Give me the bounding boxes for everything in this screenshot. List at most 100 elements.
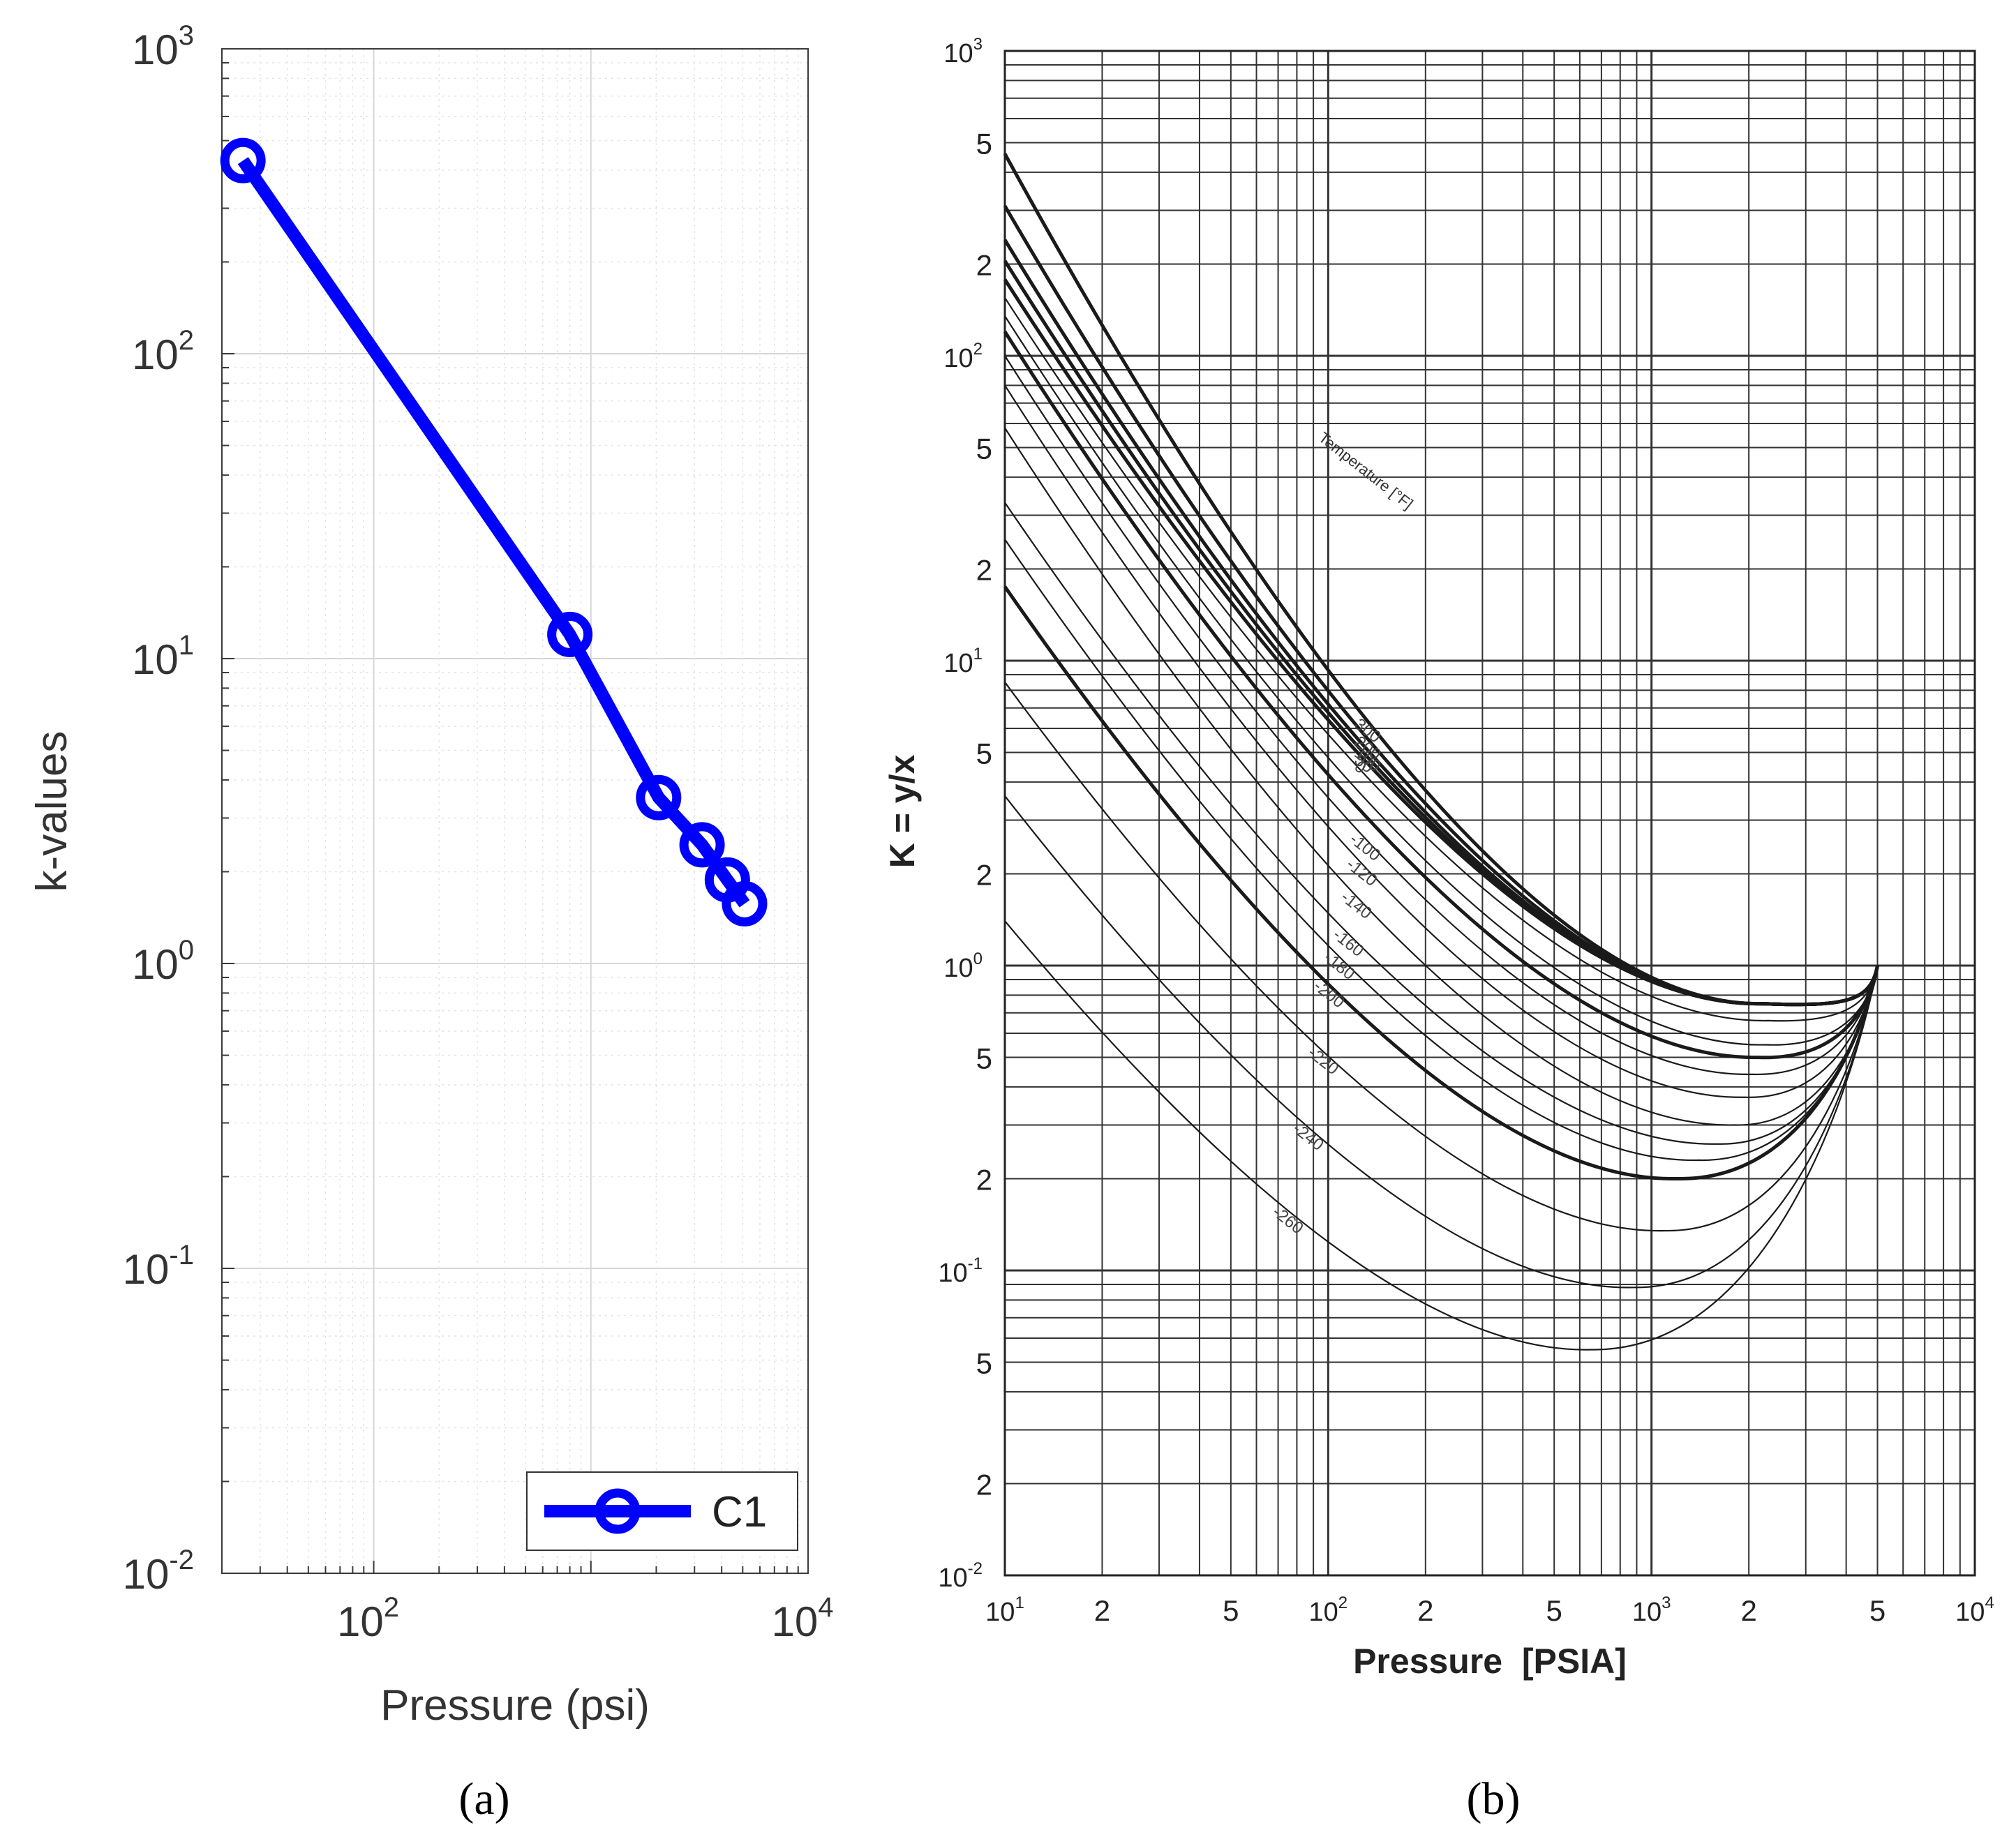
x-tick-label: 101	[985, 1593, 1024, 1627]
caption-b-text: (b)	[1467, 1773, 1521, 1824]
y-tick-text: 10	[938, 1259, 967, 1288]
y-tick-exp: 3	[179, 20, 194, 51]
y-tick-text: 5	[976, 1347, 992, 1380]
caption-a: (a)	[458, 1773, 509, 1824]
y-tick-text: 5	[976, 1042, 992, 1075]
data-point-c1	[547, 611, 593, 657]
caption-b: (b)	[1467, 1773, 1521, 1824]
x-tick-text: 2	[1740, 1594, 1756, 1627]
y-tick-text: 10	[943, 39, 973, 68]
y-tick-exp: 0	[973, 950, 983, 968]
y-tick-label: 10-2	[938, 1559, 983, 1593]
y-tick-text: 2	[976, 1163, 992, 1196]
temperature-curve	[1003, 331, 1879, 1060]
x-tick-base: 10	[337, 1598, 384, 1645]
x-tick-exp: 3	[1662, 1593, 1671, 1612]
x-tick-label: 102	[337, 1592, 399, 1645]
y-tick-label: 103	[132, 20, 194, 73]
x-tick-base: 10	[772, 1598, 819, 1645]
data-point-c1	[722, 880, 768, 927]
curve-label: -140	[1337, 887, 1375, 923]
temperature-curve	[1004, 682, 1879, 1232]
y-tick-label: 10-1	[123, 1240, 194, 1293]
temperature-curve	[1003, 585, 1879, 1180]
y-tick-text: 10	[938, 1563, 967, 1593]
y-tick-label: 100	[943, 950, 983, 983]
y-tick-exp: -1	[169, 1240, 194, 1270]
data-point-c1	[679, 822, 725, 868]
y-tick-text: 2	[976, 553, 992, 586]
x-tick-text: 10	[985, 1598, 1015, 1627]
panel-b-chart: 300200100500-100-120-140-160-180-200-220…	[883, 35, 1994, 1681]
y-tick-label: 5	[976, 1042, 992, 1075]
y-tick-label: 101	[943, 645, 983, 678]
y-tick-label: 2	[976, 553, 992, 586]
y-tick-label: 5	[976, 128, 992, 160]
y-tick-base: 10	[123, 1551, 170, 1598]
curve-label: -220	[1304, 1043, 1342, 1079]
panel-a-plot-area	[222, 49, 808, 1573]
x-tick-label: 104	[772, 1592, 834, 1645]
x-tick-text: 2	[1094, 1594, 1110, 1627]
x-tick-label: 2	[1094, 1594, 1110, 1627]
x-tick-exp: 1	[1015, 1593, 1024, 1612]
y-tick-exp: -2	[169, 1545, 194, 1575]
y-tick-label: 5	[976, 1347, 992, 1380]
data-point-c1	[220, 137, 266, 183]
y-tick-text: 10	[943, 344, 973, 373]
y-tick-text: 2	[976, 858, 992, 891]
legend-marker-c1	[595, 1488, 641, 1534]
y-tick-exp: -2	[968, 1559, 983, 1578]
y-tick-label: 5	[976, 433, 992, 465]
temperature-curve	[1004, 297, 1879, 1022]
temperature-curve	[1003, 278, 1879, 1007]
y-tick-exp: 1	[179, 630, 194, 661]
y-tick-exp: 0	[179, 935, 194, 966]
y-tick-label: 103	[943, 35, 983, 68]
panel-b-y-axis-label: K = y/x	[883, 755, 922, 869]
temperature-curve	[1004, 384, 1879, 1098]
x-tick-text: 5	[1546, 1594, 1562, 1627]
x-tick-label: 104	[1955, 1593, 1994, 1627]
y-tick-text: 2	[976, 248, 992, 281]
temperature-curve	[1004, 315, 1879, 1046]
x-tick-text: 10	[1955, 1598, 1985, 1627]
x-tick-label: 5	[1546, 1594, 1562, 1627]
x-tick-exp: 2	[1338, 1593, 1347, 1612]
y-tick-text: 5	[976, 433, 992, 465]
x-tick-text: 5	[1869, 1594, 1886, 1627]
y-tick-exp: 2	[973, 340, 983, 359]
y-tick-base: 10	[132, 27, 179, 73]
y-tick-text: 5	[976, 737, 992, 770]
x-tick-label: 103	[1632, 1593, 1671, 1627]
panel-b-grid	[1005, 51, 1975, 1575]
y-tick-text: 2	[976, 1468, 992, 1501]
x-tick-text: 10	[1309, 1598, 1338, 1627]
y-tick-exp: 2	[179, 325, 194, 356]
legend-label-c1: C1	[712, 1488, 767, 1536]
y-tick-label: 10-2	[123, 1545, 194, 1598]
x-tick-label: 5	[1223, 1594, 1239, 1627]
y-tick-label: 101	[132, 630, 194, 683]
y-tick-label: 2	[976, 1163, 992, 1196]
x-tick-exp: 4	[1985, 1593, 1994, 1612]
temperature-curve	[1004, 795, 1879, 1289]
y-tick-label: 10-1	[938, 1254, 983, 1288]
panel-a-legend: C1	[526, 1471, 798, 1551]
panel-a-x-axis-label: Pressure (psi)	[380, 1681, 650, 1730]
panel-a-axes-frame	[221, 48, 809, 1574]
temperature-curve	[1003, 205, 1879, 1007]
y-tick-base: 10	[123, 1246, 170, 1293]
y-tick-label: 2	[976, 1468, 992, 1501]
y-tick-label: 100	[132, 935, 194, 988]
series-line-c1	[237, 157, 750, 908]
curve-label: -260	[1269, 1203, 1306, 1238]
x-tick-label: 2	[1740, 1594, 1756, 1627]
y-tick-label: 102	[132, 325, 194, 378]
x-tick-label: 2	[1417, 1594, 1433, 1627]
panel-a-y-axis-label: k-values	[28, 731, 76, 892]
panel-a-series	[220, 137, 768, 927]
caption-a-text: (a)	[458, 1773, 509, 1824]
